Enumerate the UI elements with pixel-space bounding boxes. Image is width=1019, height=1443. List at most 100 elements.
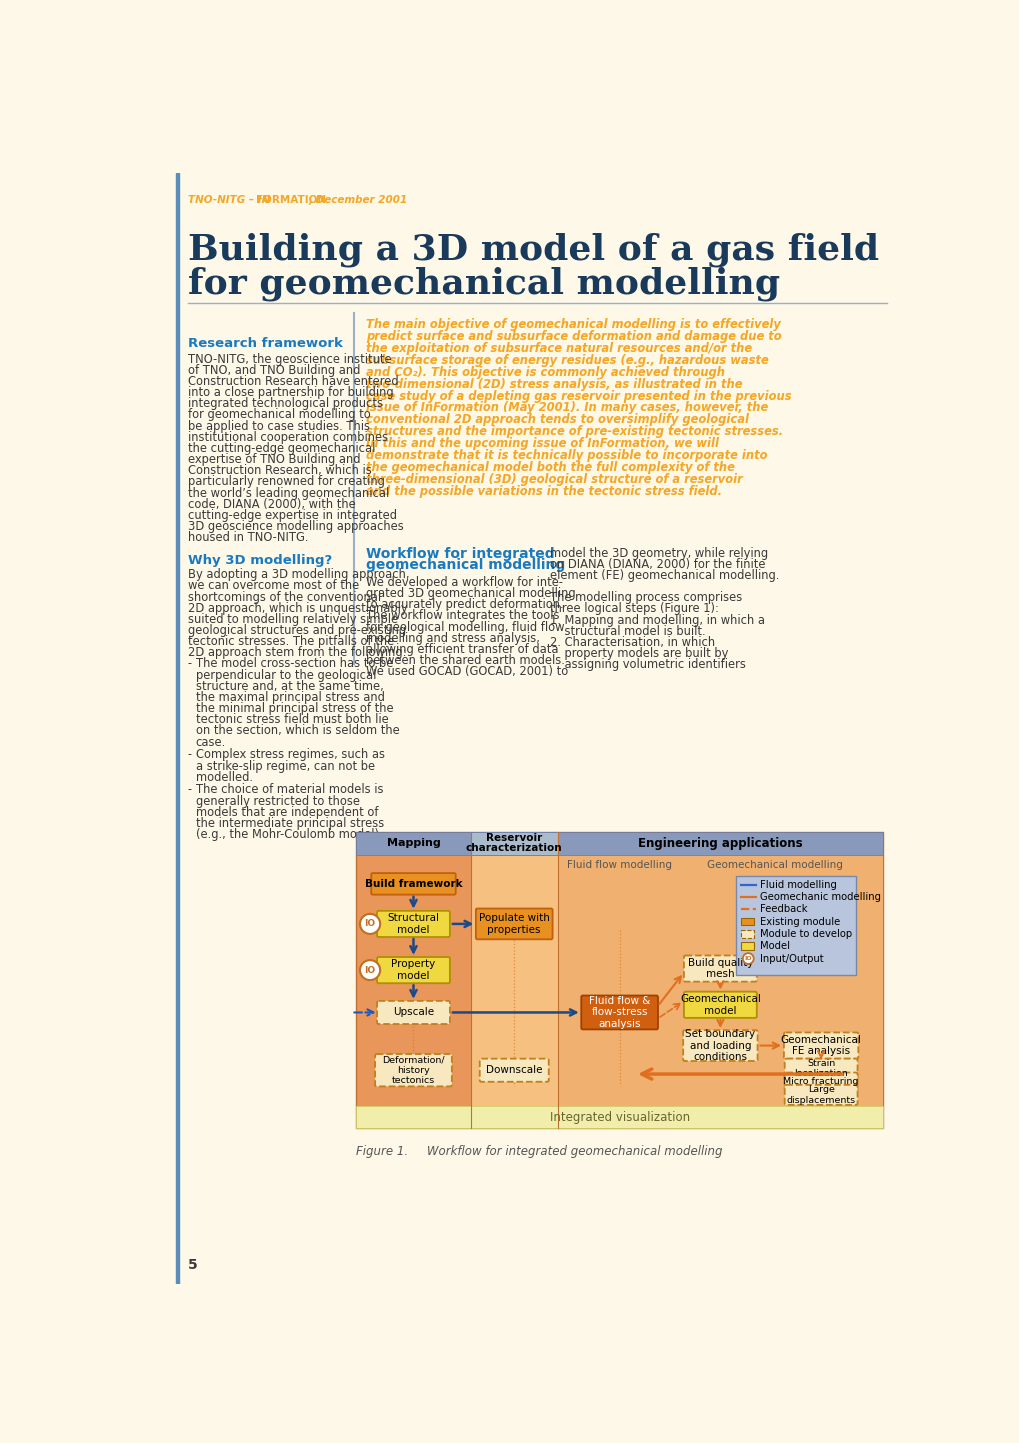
Text: Research framework: Research framework (187, 338, 342, 351)
Text: conventional 2D approach tends to oversimplify geological: conventional 2D approach tends to oversi… (366, 413, 749, 426)
FancyBboxPatch shape (377, 1001, 449, 1025)
Text: three-dimensional (3D) geological structure of a reservoir: three-dimensional (3D) geological struct… (366, 473, 742, 486)
Text: Geomechanical
FE analysis: Geomechanical FE analysis (780, 1035, 861, 1056)
Text: Deformation/
history
tectonics: Deformation/ history tectonics (382, 1055, 444, 1085)
FancyBboxPatch shape (371, 873, 455, 895)
Text: IO: IO (744, 957, 751, 961)
Circle shape (360, 960, 380, 980)
Text: The model cross-section has to be: The model cross-section has to be (196, 658, 392, 671)
Text: -: - (187, 749, 192, 762)
Text: of TNO, and TNO Building and: of TNO, and TNO Building and (187, 364, 360, 377)
Text: , December 2001: , December 2001 (309, 195, 408, 205)
FancyBboxPatch shape (684, 955, 756, 981)
Text: Micro fracturing: Micro fracturing (783, 1078, 858, 1087)
Text: Mapping: Mapping (386, 838, 440, 848)
Text: Property
model: Property model (391, 960, 435, 981)
Text: allowing efficient transfer of data: allowing efficient transfer of data (366, 644, 558, 657)
Text: Module to develop: Module to develop (759, 929, 851, 939)
Text: Geomechanic modelling: Geomechanic modelling (759, 892, 880, 902)
Text: tectonic stress field must both lie: tectonic stress field must both lie (196, 713, 388, 726)
FancyBboxPatch shape (377, 911, 449, 937)
Text: geological structures and pre-existing: geological structures and pre-existing (187, 623, 406, 636)
Text: 5: 5 (187, 1258, 198, 1273)
Text: Strain
localization: Strain localization (794, 1059, 847, 1078)
Text: Construction Research, which is: Construction Research, which is (187, 465, 371, 478)
Text: the minimal principal stress of the: the minimal principal stress of the (196, 703, 393, 716)
FancyBboxPatch shape (377, 957, 449, 983)
Text: grated 3D geomechanical modelling: grated 3D geomechanical modelling (366, 587, 576, 600)
Text: the exploitation of subsurface natural resources and/or the: the exploitation of subsurface natural r… (366, 342, 752, 355)
Text: housed in TNO-NITG.: housed in TNO-NITG. (187, 531, 308, 544)
FancyBboxPatch shape (784, 1033, 857, 1059)
FancyBboxPatch shape (684, 991, 756, 1017)
Bar (740, 931, 754, 938)
Text: Complex stress regimes, such as: Complex stress regimes, such as (196, 749, 384, 762)
Bar (356, 1107, 882, 1128)
Text: We developed a workflow for inte-: We developed a workflow for inte- (366, 576, 562, 589)
FancyBboxPatch shape (375, 1053, 451, 1087)
Text: shortcomings of the conventional: shortcomings of the conventional (187, 590, 381, 603)
Text: modelled.: modelled. (196, 771, 253, 784)
Bar (557, 854, 882, 1128)
Text: The workflow integrates the tools: The workflow integrates the tools (366, 609, 559, 622)
Text: Populate with
properties: Populate with properties (478, 913, 549, 935)
Bar (356, 831, 882, 1128)
Text: Downscale: Downscale (485, 1065, 542, 1075)
Text: code, DIANA (2000), with the: code, DIANA (2000), with the (187, 498, 356, 511)
Text: The choice of material models is: The choice of material models is (196, 784, 383, 797)
Text: (e.g., the Mohr-Coulomb model).: (e.g., the Mohr-Coulomb model). (196, 828, 382, 841)
Text: By adopting a 3D modelling approach,: By adopting a 3D modelling approach, (187, 569, 409, 582)
Text: a strike-slip regime, can not be: a strike-slip regime, can not be (196, 759, 374, 772)
Text: Workflow for integrated: Workflow for integrated (366, 547, 554, 561)
Text: Geomechanical
model: Geomechanical model (680, 994, 760, 1016)
Text: and the possible variations in the tectonic stress field.: and the possible variations in the tecto… (366, 485, 721, 498)
Text: 1. Mapping and modelling, in which a: 1. Mapping and modelling, in which a (549, 613, 764, 626)
Text: cutting-edge expertise in integrated: cutting-edge expertise in integrated (187, 509, 396, 522)
Bar (740, 918, 754, 925)
Text: Figure 1.     Workflow for integrated geomechanical modelling: Figure 1. Workflow for integrated geomec… (356, 1144, 721, 1157)
Text: suited to modelling relatively simple: suited to modelling relatively simple (187, 613, 397, 626)
Text: expertise of TNO Building and: expertise of TNO Building and (187, 453, 360, 466)
Text: IO: IO (364, 965, 375, 974)
Text: the world’s leading geomechanical: the world’s leading geomechanical (187, 486, 389, 499)
Text: Engineering applications: Engineering applications (638, 837, 802, 850)
Text: geomechanical modelling: geomechanical modelling (366, 558, 565, 573)
Text: the intermediate principal stress: the intermediate principal stress (196, 817, 383, 830)
Text: particularly renowned for creating: particularly renowned for creating (187, 475, 384, 488)
FancyBboxPatch shape (479, 1059, 548, 1082)
Text: be applied to case studies. This: be applied to case studies. This (187, 420, 370, 433)
Text: on DIANA (DIANA, 2000) for the finite: on DIANA (DIANA, 2000) for the finite (549, 558, 764, 571)
Text: Building a 3D model of a gas field: Building a 3D model of a gas field (187, 232, 878, 267)
Bar (471, 831, 557, 854)
Text: case study of a depleting gas reservoir presented in the previous: case study of a depleting gas reservoir … (366, 390, 791, 403)
Text: institutional cooperation combines: institutional cooperation combines (187, 430, 387, 444)
Text: TNO-NITG – IN: TNO-NITG – IN (187, 195, 270, 205)
Text: for geological modelling, fluid flow: for geological modelling, fluid flow (366, 620, 565, 633)
Text: We used GOCAD (GOCAD, 2001) to: We used GOCAD (GOCAD, 2001) to (366, 665, 568, 678)
Text: property models are built by: property models are built by (549, 646, 728, 659)
Text: 3D geoscience modelling approaches: 3D geoscience modelling approaches (187, 519, 404, 532)
Text: Build quality
mesh: Build quality mesh (687, 958, 752, 980)
Text: Geomechanical modelling: Geomechanical modelling (706, 860, 842, 870)
Text: Feedback: Feedback (759, 905, 807, 915)
Text: between the shared earth models.: between the shared earth models. (366, 654, 565, 667)
Text: integrated technological products: integrated technological products (187, 397, 382, 410)
Text: generally restricted to those: generally restricted to those (196, 795, 360, 808)
Text: on the section, which is seldom the: on the section, which is seldom the (196, 724, 399, 737)
Text: Fluid flow modelling: Fluid flow modelling (567, 860, 672, 870)
Text: Upscale: Upscale (392, 1007, 434, 1017)
Text: TNO-NITG, the geoscience institute: TNO-NITG, the geoscience institute (187, 352, 391, 365)
Text: models that are independent of: models that are independent of (196, 805, 378, 818)
Text: structural model is built.: structural model is built. (549, 625, 705, 638)
Text: FORMATION: FORMATION (256, 195, 326, 205)
Text: into a close partnership for building: into a close partnership for building (187, 387, 393, 400)
Text: structure and, at the same time,: structure and, at the same time, (196, 680, 383, 693)
Text: Fluid modelling: Fluid modelling (759, 880, 836, 890)
Text: Construction Research have entered: Construction Research have entered (187, 375, 398, 388)
Text: case.: case. (196, 736, 226, 749)
Bar (735, 876, 855, 974)
Text: The main objective of geomechanical modelling is to effectively: The main objective of geomechanical mode… (366, 317, 781, 330)
Text: assigning volumetric identifiers: assigning volumetric identifiers (549, 658, 745, 671)
Text: Structural
model: Structural model (387, 913, 439, 935)
Text: the cutting-edge geomechanical: the cutting-edge geomechanical (187, 442, 375, 455)
